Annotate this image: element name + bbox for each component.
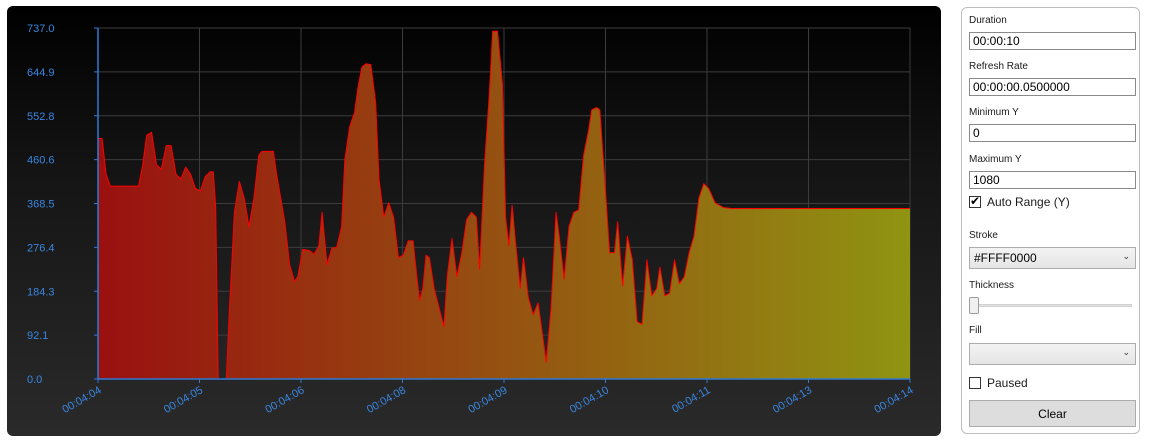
maximum-y-label: Maximum Y	[969, 154, 1022, 165]
y-tick-label: 368.5	[27, 199, 55, 211]
duration-label: Duration	[969, 15, 1007, 26]
fill-select[interactable]: ⌄	[969, 343, 1136, 365]
x-tick-label: 00:04:14	[872, 384, 915, 416]
minimum-y-input[interactable]	[969, 124, 1136, 142]
y-tick-label: 0.0	[27, 374, 42, 386]
y-tick-label: 276.4	[27, 242, 55, 254]
stroke-label: Stroke	[969, 230, 998, 241]
minimum-y-label: Minimum Y	[969, 107, 1019, 118]
thickness-slider-thumb[interactable]	[969, 297, 979, 314]
y-axis-ticks: 0.0 92.1 184.3 276.4 368.5 460.6 552.8 644.9 737…	[27, 23, 98, 386]
y-tick-label: 552.8	[27, 111, 55, 123]
x-tick-label: 00:04:09	[466, 384, 509, 416]
y-tick-label: 644.9	[27, 67, 55, 79]
settings-panel: Duration Refresh Rate Minimum Y Maximum …	[961, 7, 1140, 434]
stroke-select-value: #FFFF0000	[974, 251, 1037, 265]
chart-area-series	[98, 30, 910, 380]
x-tick-label: 00:04:10	[568, 384, 611, 416]
paused-label: Paused	[987, 376, 1028, 390]
thickness-slider-track[interactable]	[969, 304, 1132, 307]
auto-range-checkbox-row[interactable]: ✔ Auto Range (Y)	[969, 194, 1070, 210]
refresh-rate-input[interactable]	[969, 78, 1136, 96]
x-tick-label: 00:04:11	[670, 384, 712, 415]
thickness-label: Thickness	[969, 280, 1015, 291]
maximum-y-input[interactable]	[969, 171, 1136, 189]
y-tick-label: 92.1	[27, 330, 48, 342]
x-tick-label: 00:04:13	[771, 384, 814, 416]
chart-panel: 0.0 92.1 184.3 276.4 368.5 460.6 552.8 644.9 737…	[7, 6, 941, 436]
y-tick-label: 737.0	[27, 23, 55, 35]
auto-range-label: Auto Range (Y)	[987, 195, 1070, 209]
x-axis-ticks: 00:04:04 00:04:05 00:04:06 00:04:08 00:04:09…	[60, 379, 916, 416]
refresh-rate-label: Refresh Rate	[969, 61, 1028, 72]
x-tick-label: 00:04:04	[60, 384, 103, 416]
stroke-select[interactable]: #FFFF0000 ⌄	[969, 247, 1136, 269]
duration-input[interactable]	[969, 32, 1136, 50]
auto-range-checkbox[interactable]: ✔	[969, 194, 981, 208]
x-tick-label: 00:04:06	[263, 384, 306, 416]
clear-button[interactable]: Clear	[969, 400, 1136, 427]
y-tick-label: 460.6	[27, 155, 55, 167]
checkmark-icon: ✔	[970, 194, 981, 208]
paused-checkbox-row[interactable]: Paused	[969, 375, 1028, 391]
chevron-down-icon: ⌄	[1122, 251, 1130, 261]
area-chart: 0.0 92.1 184.3 276.4 368.5 460.6 552.8 644.9 737…	[27, 23, 916, 416]
x-tick-label: 00:04:08	[365, 384, 408, 416]
series-area-fill	[98, 31, 910, 380]
y-tick-label: 184.3	[27, 286, 55, 298]
paused-checkbox[interactable]	[969, 377, 981, 389]
chevron-down-icon: ⌄	[1122, 347, 1130, 357]
fill-label: Fill	[969, 325, 982, 336]
x-tick-label: 00:04:05	[162, 384, 205, 416]
series-line	[98, 30, 910, 380]
